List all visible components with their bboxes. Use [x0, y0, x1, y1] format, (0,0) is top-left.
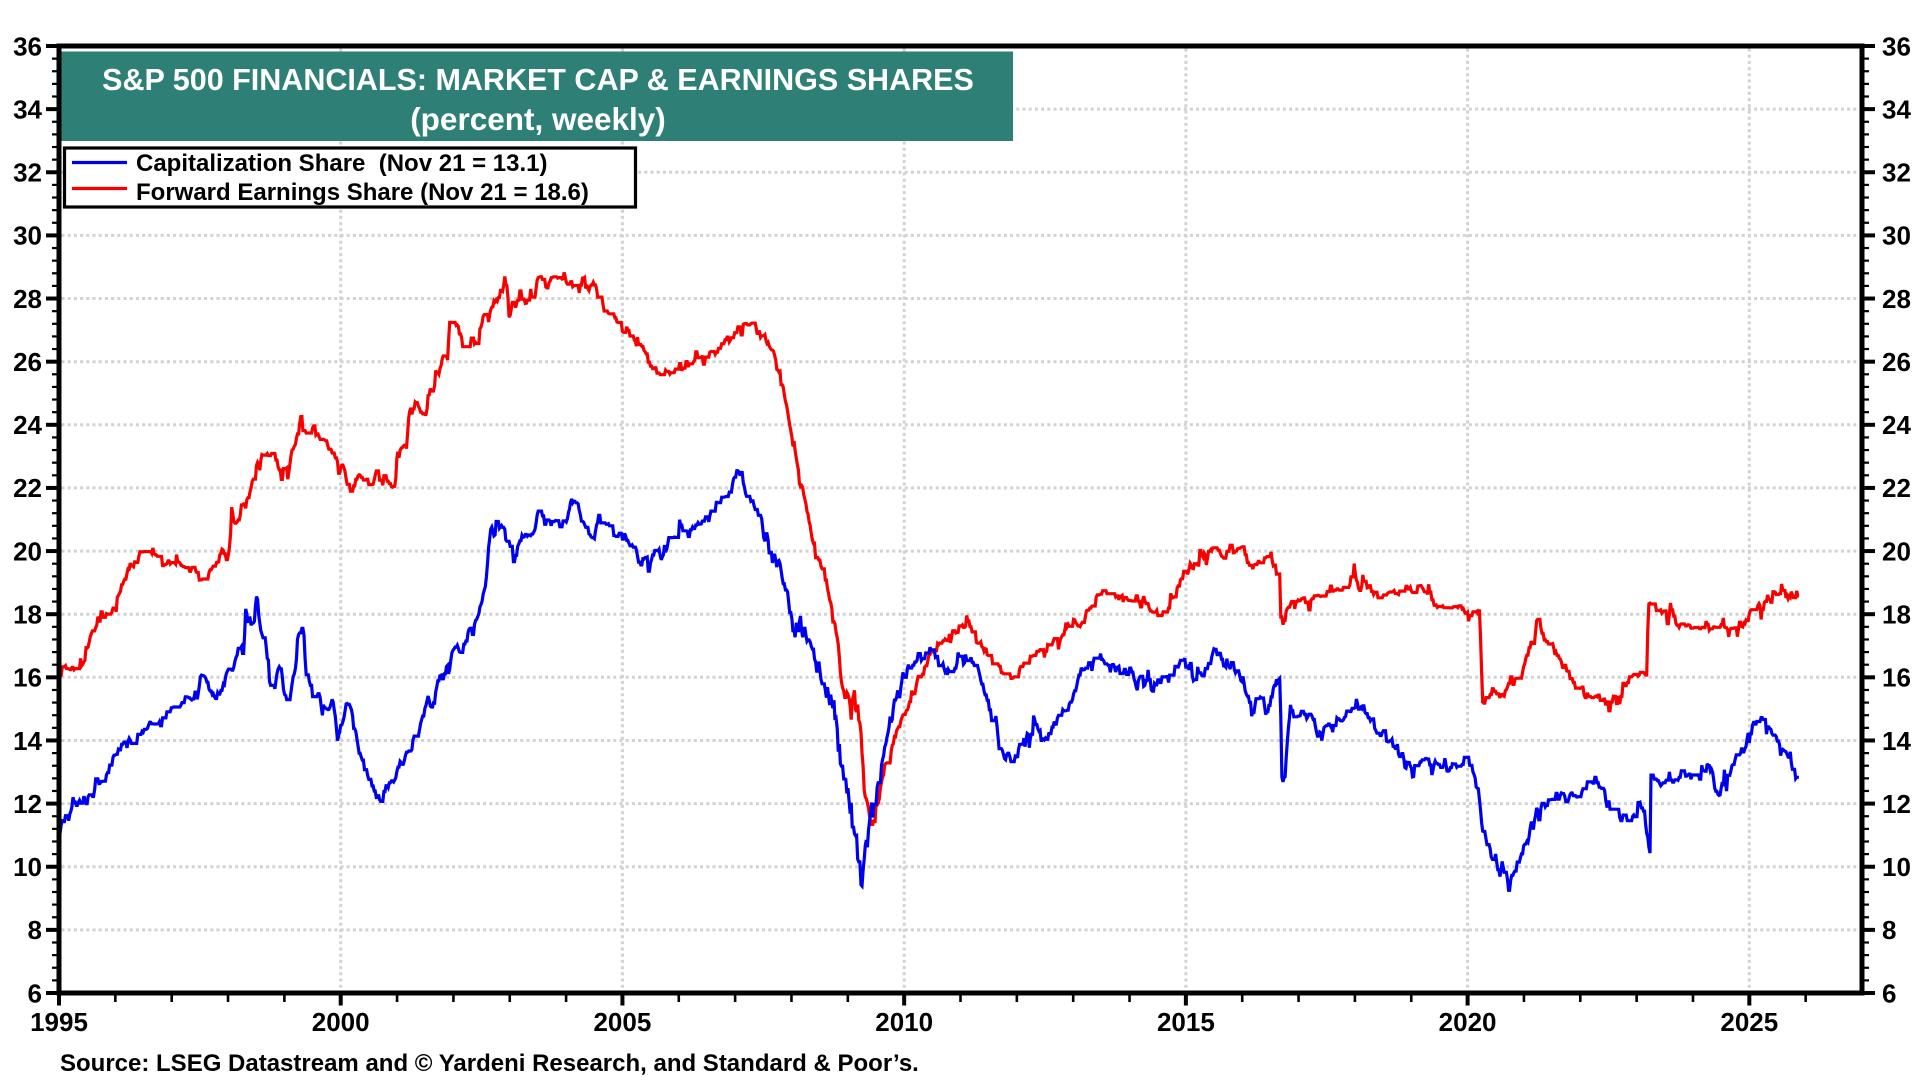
svg-text:20: 20	[1882, 536, 1911, 566]
svg-text:2025: 2025	[1720, 1007, 1778, 1037]
svg-text:6: 6	[1882, 978, 1896, 1008]
svg-text:18: 18	[1882, 600, 1911, 630]
svg-text:Capitalization Share (Nov 21: Capitalization Share (Nov 21 = 13.1)	[136, 150, 547, 177]
svg-text:10: 10	[13, 852, 42, 882]
svg-text:2020: 2020	[1439, 1007, 1497, 1037]
svg-text:8: 8	[28, 915, 42, 945]
svg-text:2000: 2000	[312, 1007, 370, 1037]
svg-text:24: 24	[1882, 410, 1911, 440]
svg-text:28: 28	[13, 284, 42, 314]
svg-text:2015: 2015	[1157, 1007, 1215, 1037]
svg-text:6: 6	[28, 978, 42, 1008]
svg-text:14: 14	[1882, 726, 1911, 756]
svg-text:26: 26	[1882, 347, 1911, 377]
svg-text:10: 10	[1882, 852, 1911, 882]
svg-text:16: 16	[13, 663, 42, 693]
svg-text:24: 24	[13, 410, 42, 440]
svg-text:Source: LSEG Datastream and ©: Source: LSEG Datastream and © Yardeni Re…	[60, 1050, 919, 1077]
svg-text:Forward Earnings Share (Nov 21: Forward Earnings Share (Nov 21 = 18.6)	[136, 179, 589, 206]
svg-text:16: 16	[1882, 663, 1911, 693]
svg-text:34: 34	[1882, 94, 1911, 124]
svg-text:36: 36	[1882, 31, 1911, 61]
svg-text:26: 26	[13, 347, 42, 377]
svg-text:14: 14	[13, 726, 42, 756]
svg-text:34: 34	[13, 94, 42, 124]
svg-text:2005: 2005	[593, 1007, 651, 1037]
svg-text:30: 30	[13, 221, 42, 251]
svg-text:12: 12	[1882, 789, 1911, 819]
svg-text:S&P 500 FINANCIALS: MARKET CAP: S&P 500 FINANCIALS: MARKET CAP & EARNING…	[102, 63, 974, 97]
svg-text:30: 30	[1882, 221, 1911, 251]
svg-text:22: 22	[13, 473, 42, 503]
svg-text:2010: 2010	[875, 1007, 933, 1037]
svg-text:32: 32	[13, 158, 42, 188]
svg-text:36: 36	[13, 31, 42, 61]
svg-text:(percent, weekly): (percent, weekly)	[410, 101, 666, 137]
svg-text:28: 28	[1882, 284, 1911, 314]
svg-text:1995: 1995	[30, 1007, 88, 1037]
svg-text:18: 18	[13, 600, 42, 630]
svg-text:20: 20	[13, 536, 42, 566]
svg-text:8: 8	[1882, 915, 1896, 945]
svg-text:12: 12	[13, 789, 42, 819]
svg-text:22: 22	[1882, 473, 1911, 503]
svg-text:32: 32	[1882, 158, 1911, 188]
